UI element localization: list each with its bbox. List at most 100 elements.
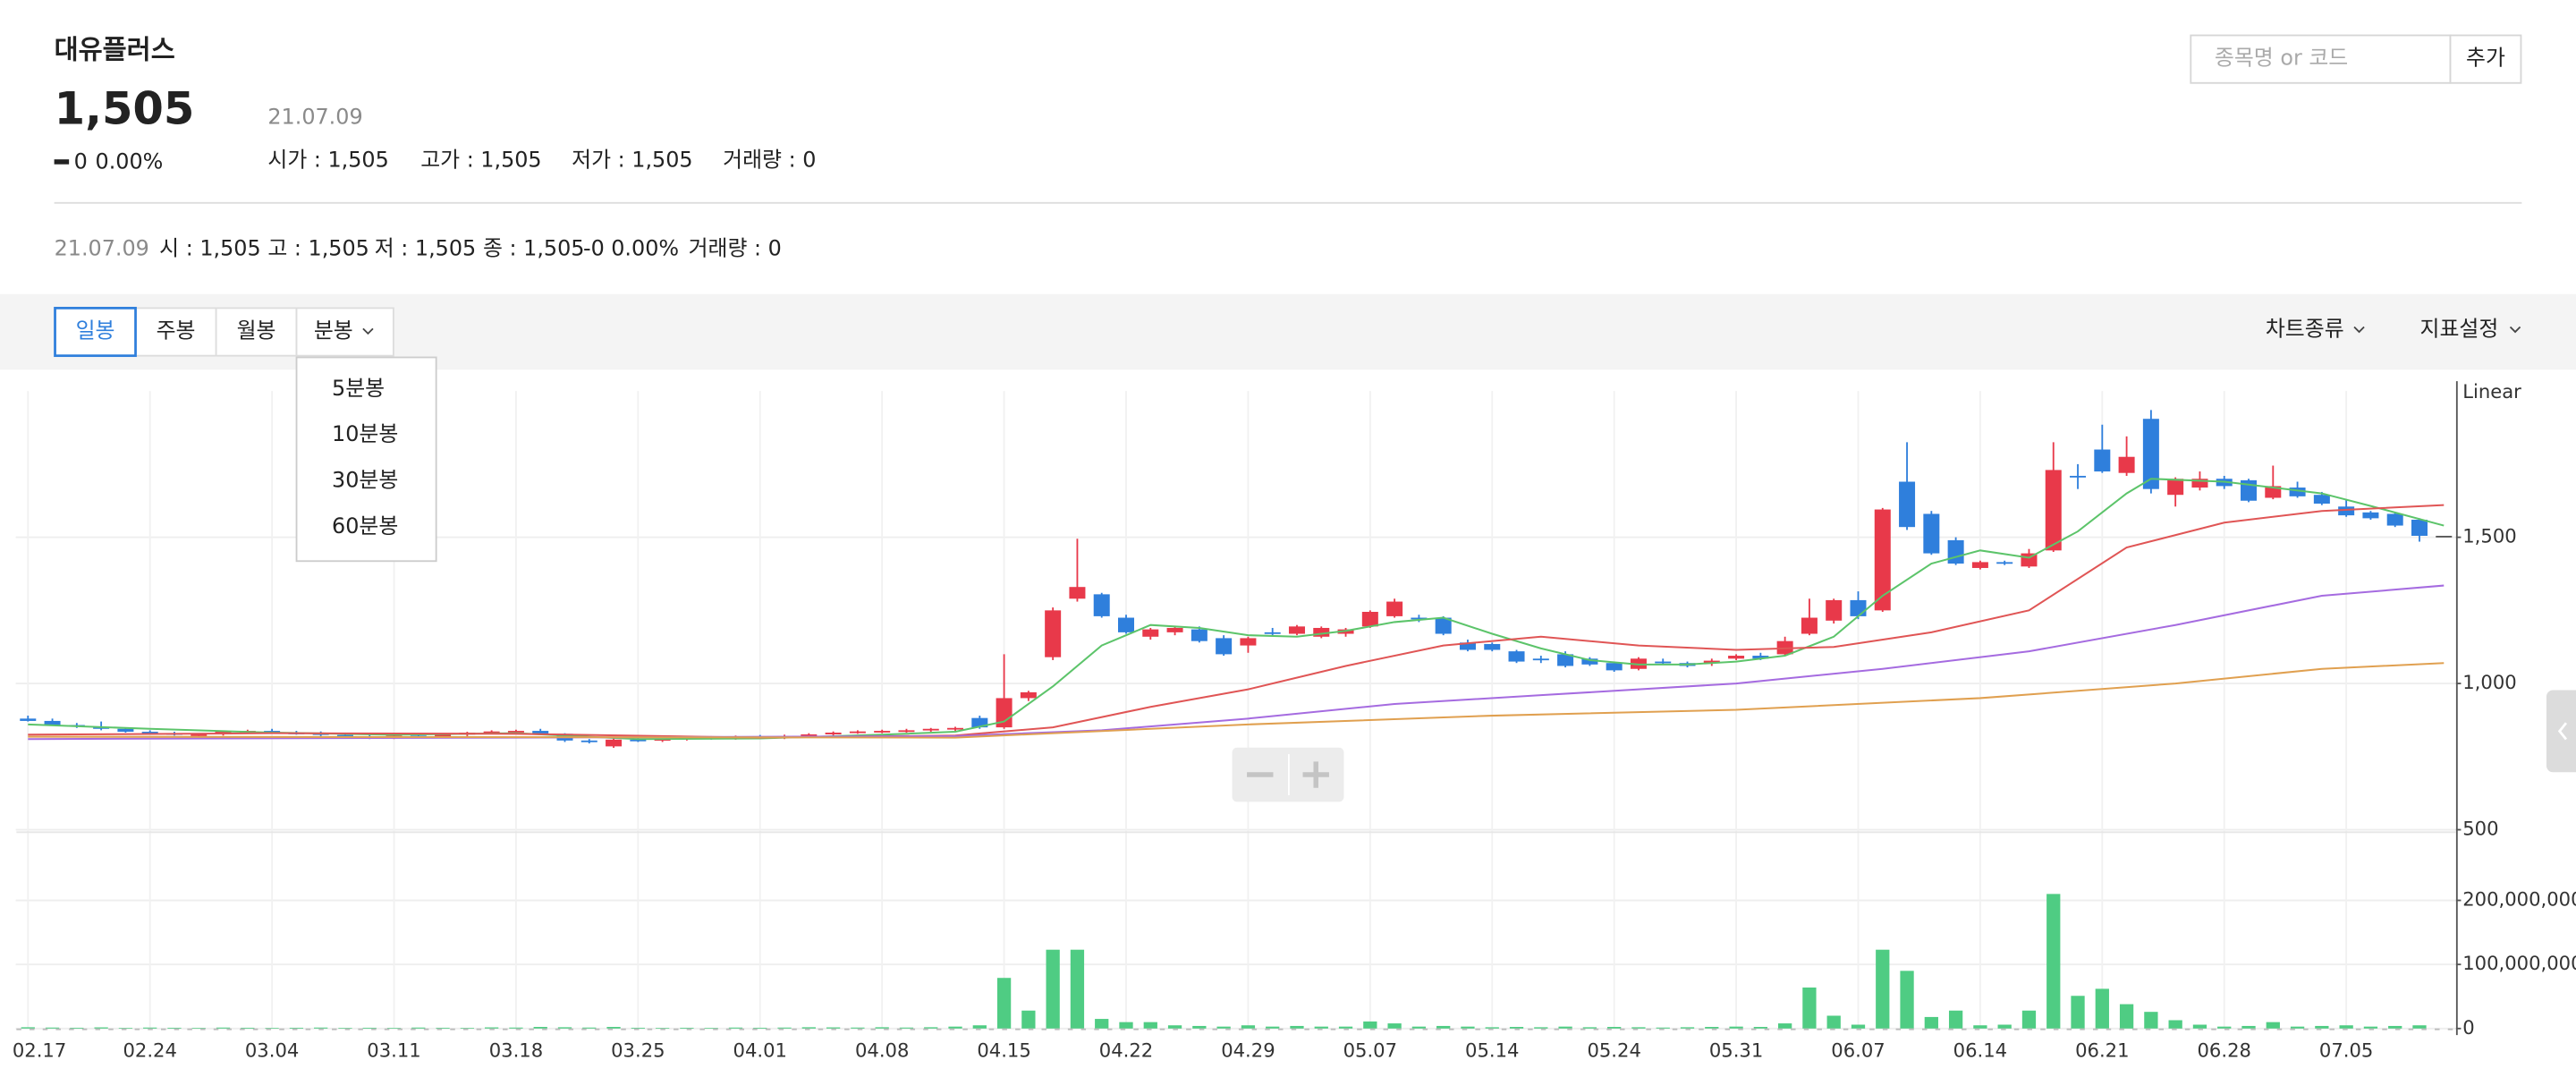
volume-bar [1924, 1016, 1938, 1029]
volume-bar [265, 1028, 279, 1029]
volume-bar [1680, 1027, 1695, 1029]
volume-bar [851, 1027, 865, 1029]
volume-bar [1461, 1026, 1475, 1029]
volume-bar [996, 978, 1012, 1029]
search-placeholder: 종목명 or 코드 [2215, 46, 2348, 71]
x-tick-label: 03.25 [611, 1039, 665, 1062]
candle-body [507, 731, 524, 733]
x-tick-label: 06.14 [1953, 1039, 2007, 1062]
volume-bar [1387, 1023, 1402, 1029]
volume-bar [826, 1027, 841, 1029]
moving-average-line [28, 584, 2445, 741]
dropdown-item[interactable]: 5분봉 [332, 376, 385, 401]
volume-bar [924, 1027, 938, 1029]
candle-body [483, 731, 500, 734]
candle-body [1971, 562, 1988, 568]
candle-body [1581, 658, 1598, 665]
volume-bar [1900, 971, 1914, 1029]
candle-body [1606, 663, 1623, 671]
volume-bar [1778, 1023, 1792, 1029]
candle-body [1240, 638, 1257, 646]
volume-bar [533, 1027, 547, 1029]
candle-body [874, 731, 891, 733]
volume-bar [2241, 1025, 2256, 1029]
volume-bar [411, 1027, 426, 1029]
tab[interactable] [215, 307, 298, 357]
add-button-label: 추가 [2466, 46, 2505, 71]
stock-price: 1,505 [55, 82, 195, 134]
volume-bar [557, 1027, 572, 1029]
candle-body [2265, 486, 2282, 498]
volume-bar [2144, 1012, 2158, 1029]
detail-item: 거래량 : 0 [689, 236, 782, 261]
x-tick-label: 04.22 [1099, 1039, 1153, 1062]
detail-item: 0.00% [611, 236, 679, 261]
menu-label[interactable]: 지표설정 [2420, 317, 2499, 342]
volume-bar [1582, 1027, 1597, 1029]
candle-body [532, 731, 549, 734]
volume-bar [167, 1027, 182, 1029]
dropdown-item[interactable]: 60분봉 [332, 513, 398, 538]
volume-bar [777, 1027, 792, 1029]
candle-body [1655, 661, 1672, 664]
candle-body [117, 728, 134, 733]
tab-label: 일봉 [76, 318, 115, 343]
flat-icon [54, 159, 70, 165]
side-tab[interactable] [2546, 690, 2576, 773]
candle-body [1557, 654, 1574, 666]
candle-body [1142, 629, 1159, 637]
tab-label: 주봉 [157, 318, 196, 343]
volume-bar [2290, 1026, 2305, 1029]
tab-selected[interactable] [54, 307, 137, 358]
x-tick-label: 06.21 [2075, 1039, 2129, 1062]
volume-bar [1070, 949, 1085, 1029]
ohlc-item: 시가 : 1,505 [267, 148, 388, 173]
volume-bar [2071, 996, 2085, 1029]
volume-bar [2021, 1010, 2037, 1029]
volume-bar [1558, 1026, 1572, 1029]
candle-body [1191, 629, 1208, 641]
x-tick-label: 04.01 [733, 1039, 787, 1062]
volume-bar [948, 1026, 962, 1029]
menu-label[interactable]: 차트종류 [2266, 317, 2344, 342]
candle-body [141, 732, 158, 734]
tab-label: 분봉 [314, 318, 353, 343]
volume-bar [2119, 1004, 2134, 1029]
candle-body [1508, 651, 1525, 662]
volume-bar [728, 1027, 743, 1029]
candle-body [1435, 617, 1452, 634]
candle-body [1484, 643, 1501, 650]
moving-average-line [28, 662, 2445, 739]
volume-bar [2363, 1026, 2378, 1029]
volume-bar [1656, 1027, 1670, 1029]
candle-body [2411, 520, 2428, 536]
volume-bar [2266, 1022, 2280, 1029]
x-tick-label: 05.07 [1343, 1039, 1397, 1062]
candle-body [1045, 610, 1062, 657]
y-tick-label: 500 [2462, 818, 2498, 840]
dropdown-item[interactable]: 30분봉 [332, 468, 398, 493]
volume-bar [1314, 1026, 1328, 1029]
zoom-in[interactable] [1302, 761, 1329, 788]
candle-body [1288, 626, 1305, 634]
candle-body [44, 720, 61, 725]
candle-body [435, 734, 452, 737]
volume-bar [899, 1027, 914, 1029]
scale-label: Linear [2462, 380, 2521, 403]
volume-bar [1607, 1027, 1622, 1029]
volume-bar [436, 1027, 450, 1029]
tab[interactable] [295, 307, 394, 357]
volume-bar [1826, 1015, 1841, 1029]
volume-bar [362, 1027, 377, 1029]
search-input[interactable] [2190, 34, 2452, 84]
volume-bar [1436, 1025, 1451, 1029]
candle-body [2045, 470, 2062, 551]
dropdown-item[interactable]: 10분봉 [332, 421, 398, 446]
volume-bar [2046, 894, 2061, 1029]
volume-bar [1411, 1026, 1427, 1029]
detail-item: 고 : 1,505 [267, 236, 369, 261]
volume-bar [2315, 1025, 2329, 1029]
volume-bar [1876, 949, 1890, 1029]
volume-bar [45, 1027, 60, 1029]
add-button[interactable] [2449, 34, 2522, 84]
